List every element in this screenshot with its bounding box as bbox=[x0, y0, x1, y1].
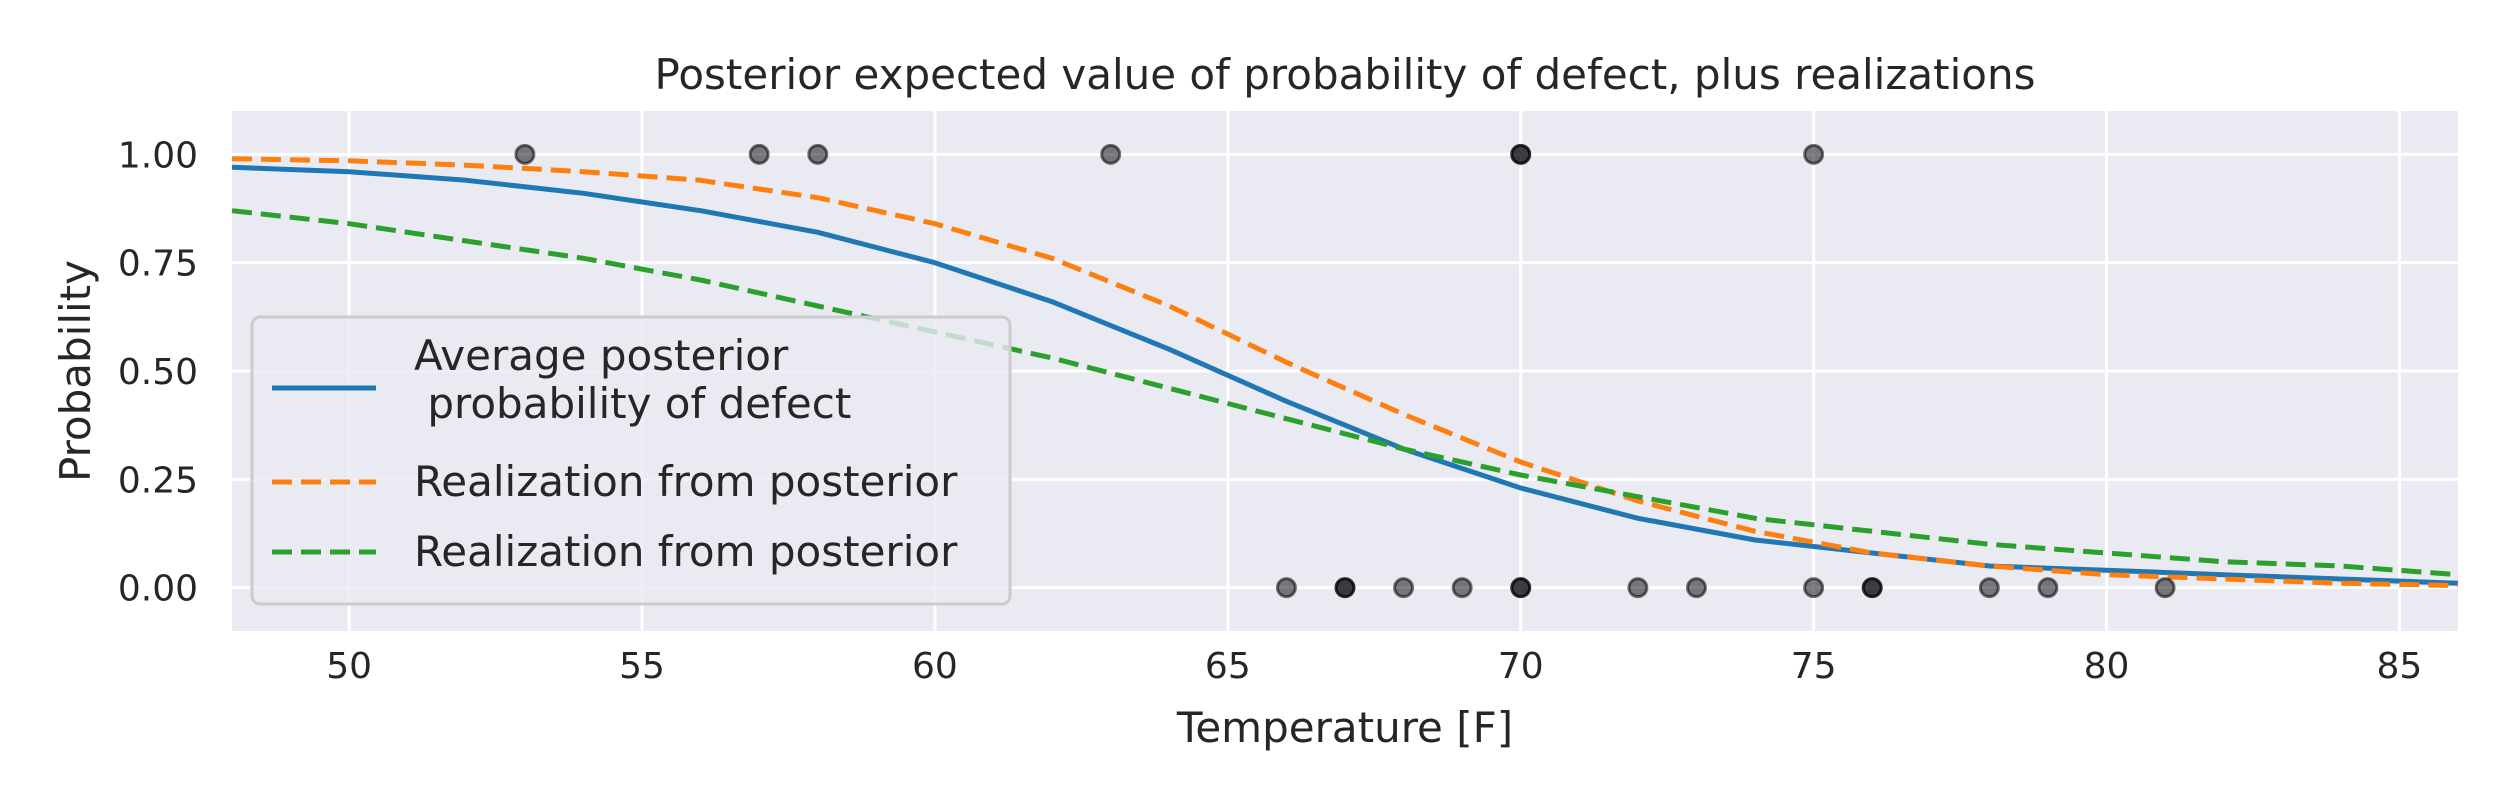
observation-point bbox=[514, 143, 536, 165]
observation-point bbox=[1100, 143, 1122, 165]
legend-box bbox=[250, 315, 1012, 606]
observation-point bbox=[1510, 143, 1532, 165]
observation-point bbox=[1275, 577, 1297, 599]
y-tick-label: 0.75 bbox=[118, 244, 198, 285]
series-line-1 bbox=[231, 156, 2459, 588]
observation-point bbox=[807, 143, 829, 165]
legend: Average posterior probability of defect … bbox=[250, 315, 1012, 606]
observation-point bbox=[1803, 143, 1825, 165]
x-tick-label: 75 bbox=[1791, 646, 1837, 687]
x-tick-label: 70 bbox=[1498, 646, 1544, 687]
series-line-2 bbox=[231, 208, 2459, 578]
x-tick-label: 50 bbox=[326, 646, 372, 687]
observation-point bbox=[1685, 577, 1707, 599]
observation-point bbox=[1861, 577, 1883, 599]
observation-point bbox=[1451, 577, 1473, 599]
series-lines bbox=[231, 156, 2459, 588]
observation-point bbox=[2154, 577, 2176, 599]
observation-point bbox=[748, 143, 770, 165]
observation-point bbox=[1510, 577, 1532, 599]
y-tick-labels: 0.00 0.25 0.50 0.75 1.00 bbox=[118, 135, 198, 609]
x-tick-label: 80 bbox=[2084, 646, 2130, 687]
x-tick-labels: 50 55 60 65 70 75 80 85 bbox=[326, 646, 2422, 687]
series-line-0 bbox=[231, 164, 2459, 586]
legend-label-average: Average posterior probability of defect bbox=[414, 331, 851, 428]
chart-title: Posterior expected value of probability … bbox=[655, 50, 2036, 99]
legend-label-realization-1: Realization from posterior bbox=[414, 457, 958, 506]
y-tick-label: 0.50 bbox=[118, 352, 198, 393]
observation-point bbox=[1334, 577, 1356, 599]
observation-point bbox=[1627, 577, 1649, 599]
legend-label-realization-2: Realization from posterior bbox=[414, 527, 958, 576]
y-tick-label: 0.25 bbox=[118, 460, 198, 501]
x-axis-label: Temperature [F] bbox=[1176, 703, 1513, 752]
observation-point bbox=[1393, 577, 1415, 599]
x-tick-label: 55 bbox=[619, 646, 665, 687]
observation-points bbox=[514, 143, 2176, 599]
observation-point bbox=[2037, 577, 2059, 599]
y-axis-label: Probability bbox=[51, 260, 100, 482]
x-tick-label: 60 bbox=[912, 646, 958, 687]
observation-point bbox=[1803, 577, 1825, 599]
x-tick-label: 85 bbox=[2377, 646, 2423, 687]
observation-point bbox=[1978, 577, 2000, 599]
x-tick-label: 65 bbox=[1205, 646, 1251, 687]
y-tick-label: 0.00 bbox=[118, 569, 198, 610]
y-tick-label: 1.00 bbox=[118, 135, 198, 176]
